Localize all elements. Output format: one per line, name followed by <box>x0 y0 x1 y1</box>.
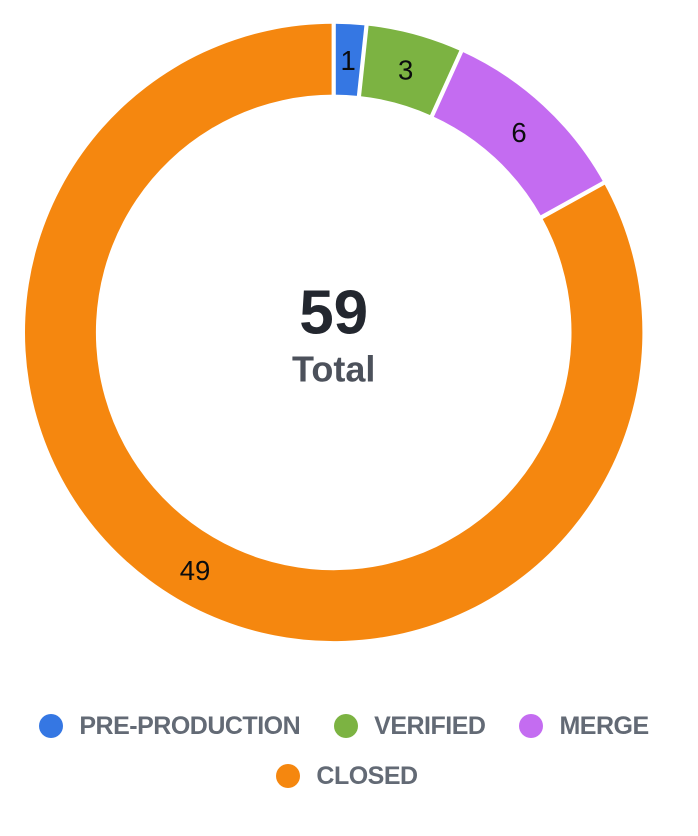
svg-text:Total: Total <box>292 348 375 389</box>
svg-text:59: 59 <box>299 278 368 347</box>
svg-text:1: 1 <box>341 45 356 76</box>
svg-text:3: 3 <box>398 54 413 85</box>
svg-text:6: 6 <box>511 117 526 148</box>
svg-text:49: 49 <box>180 555 211 586</box>
